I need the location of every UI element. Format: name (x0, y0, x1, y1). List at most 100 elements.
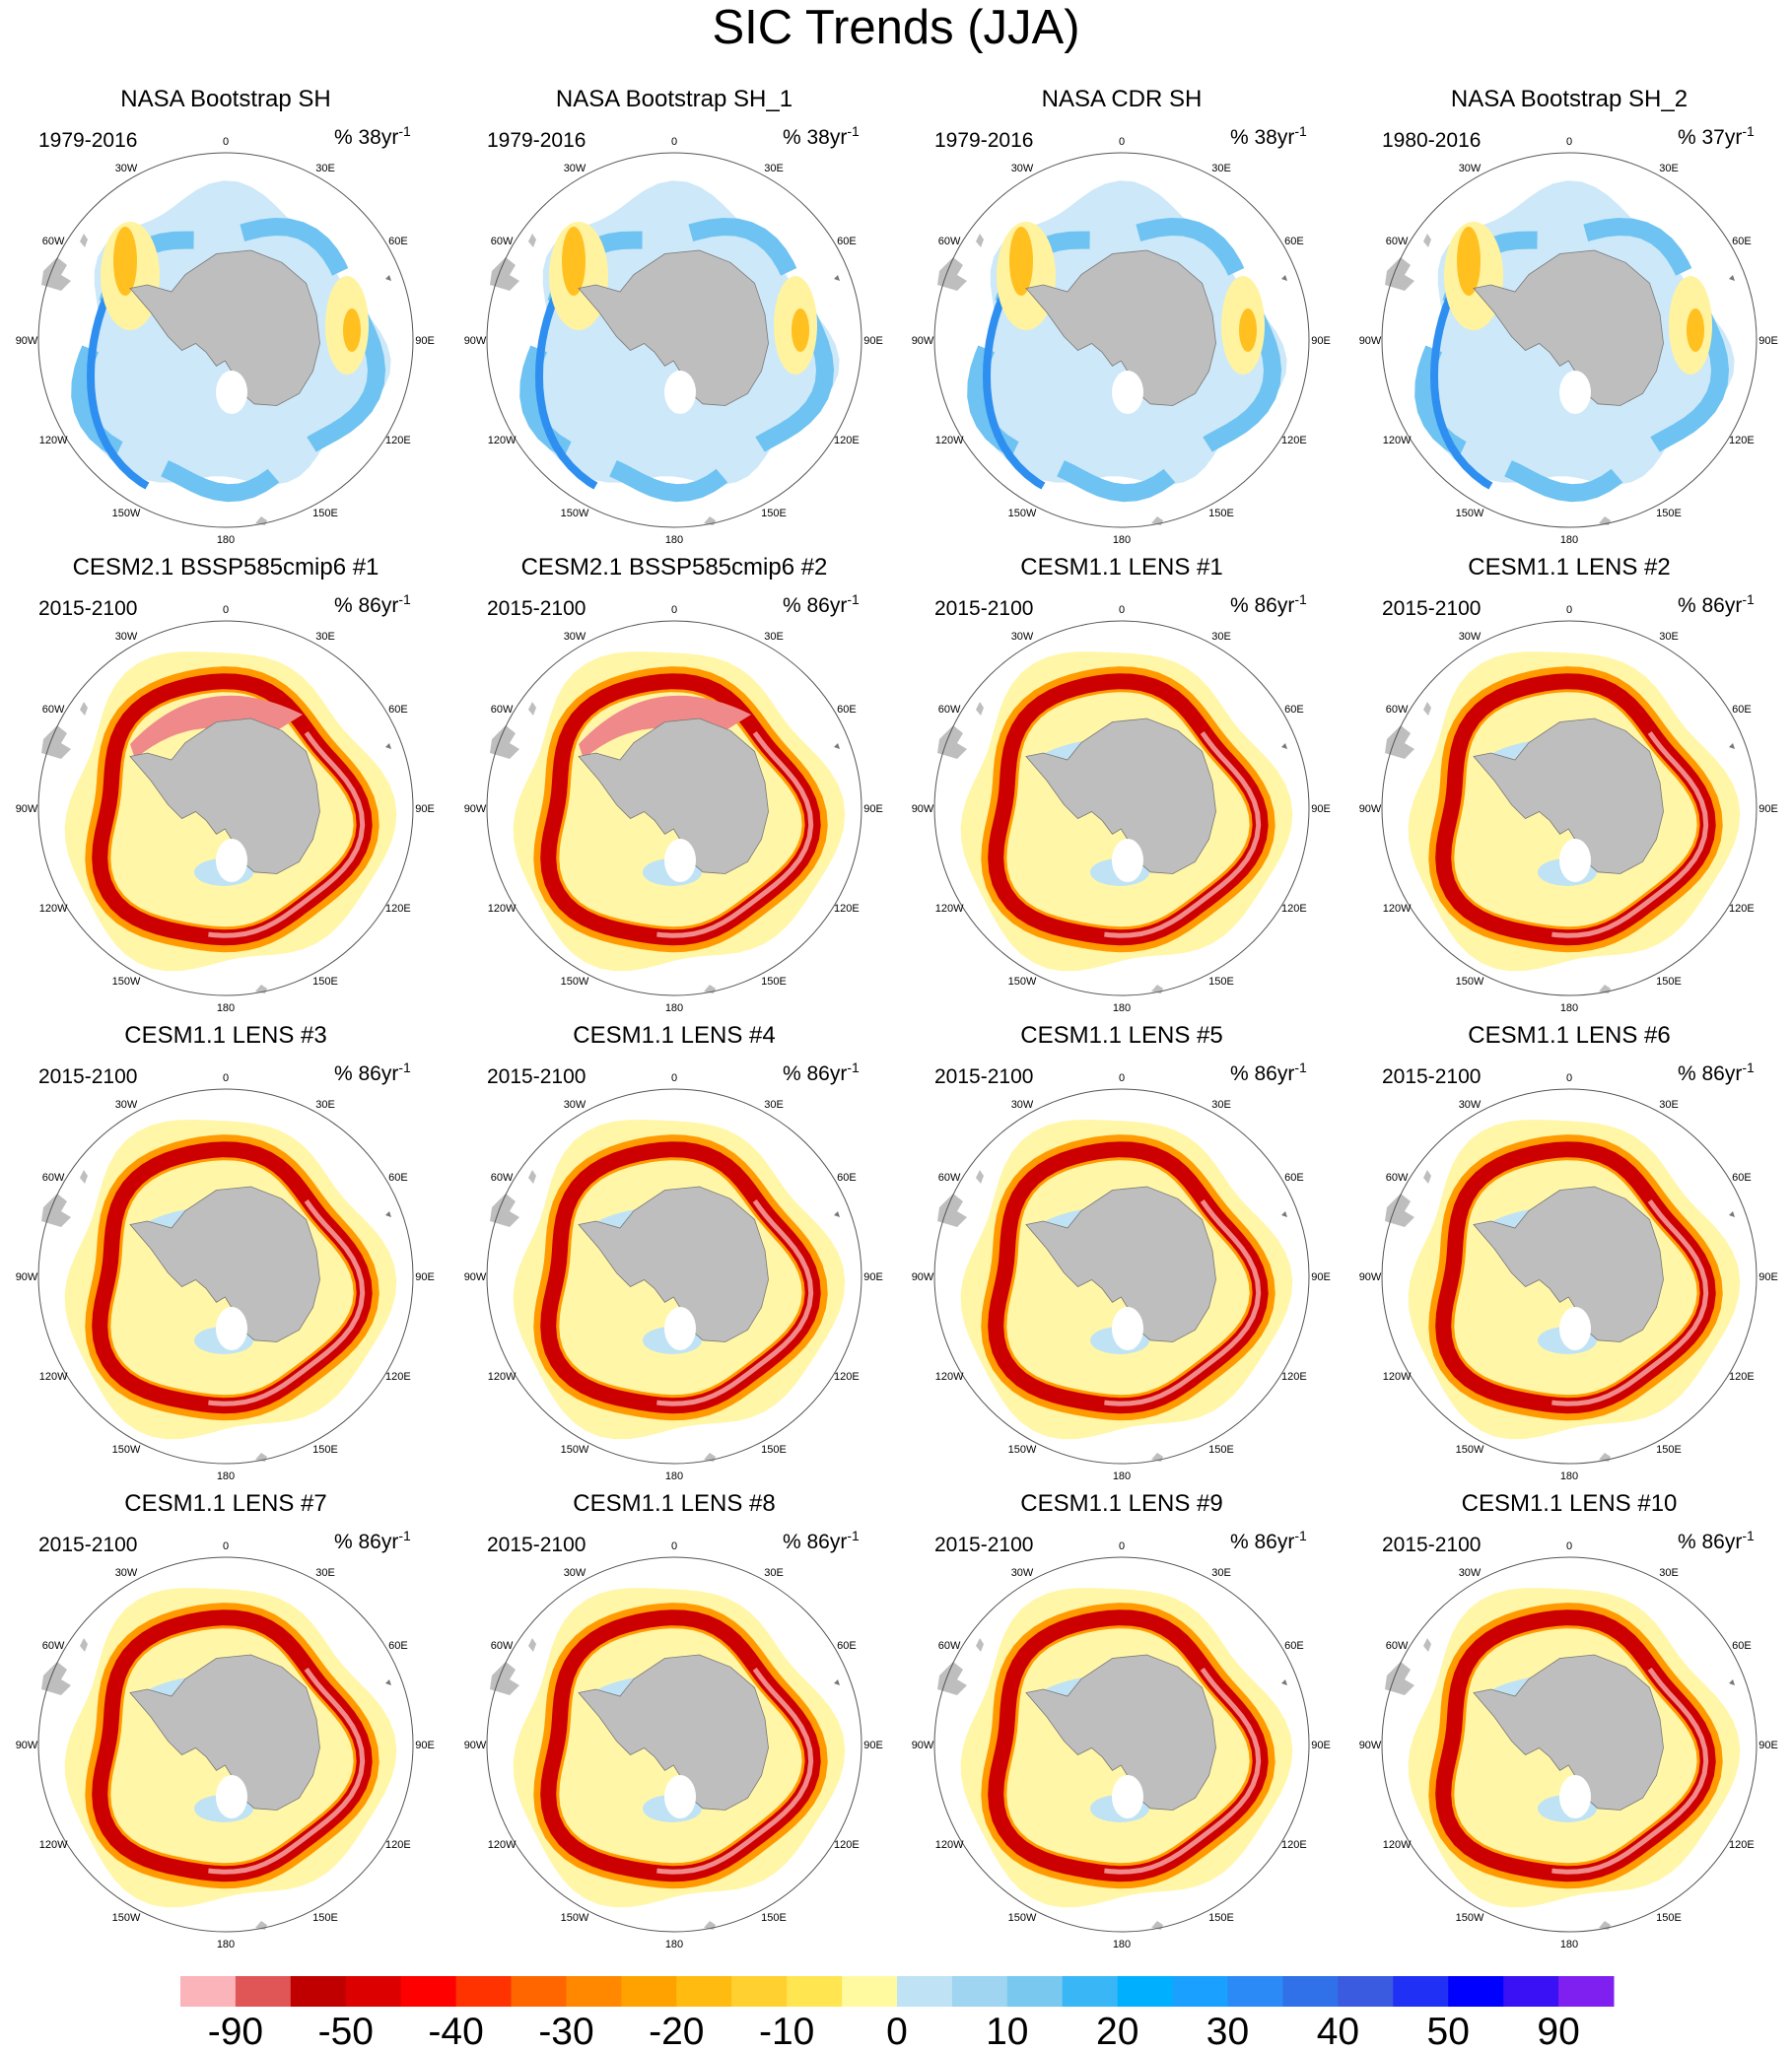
panel-units-text: % 86yr (1230, 1531, 1294, 1553)
ross-ice-shelf (1112, 1307, 1143, 1350)
antarctica-landmass (1473, 718, 1664, 874)
sic-field (64, 1588, 397, 1908)
map-boundary (933, 1088, 1310, 1465)
longitude-label: 30E (315, 631, 335, 643)
longitude-label: 90W (464, 1740, 487, 1751)
longitude-label: 180 (1113, 1471, 1131, 1482)
longitude-label: 30W (115, 1567, 138, 1579)
map-panel: NASA Bootstrap SH 1979-2016 % 38yr-1 0 30E 60… (16, 86, 435, 546)
panel-units-exponent: -1 (398, 123, 411, 139)
south-america-tip (1385, 257, 1414, 291)
longitude-label: 120W (39, 1371, 68, 1383)
longitude-label: 90W (912, 335, 934, 347)
longitude-label: 60E (837, 236, 857, 247)
longitude-label: 30E (1211, 1567, 1231, 1579)
island (1729, 743, 1735, 749)
colorbar-swatch (1172, 1976, 1228, 2007)
longitude-label: 0 (1119, 1072, 1125, 1084)
sic-contour (982, 219, 1268, 506)
longitude-label: 90W (16, 1740, 38, 1751)
map-panel: CESM1.1 LENS #2 2015-2100 % 86yr-1 0 30E 60E 9… (1359, 554, 1778, 1014)
panel-units: % 86yr-1 (1678, 591, 1755, 617)
longitude-label: 120W (1383, 435, 1412, 446)
colorbar-swatch (951, 1976, 1008, 2007)
longitude-label: 30E (764, 1567, 784, 1579)
longitude-label: 60W (42, 236, 65, 247)
longitude-label: 90W (912, 1271, 934, 1283)
longitude-label: 180 (1113, 1002, 1131, 1014)
colorbar-swatch (1006, 1976, 1064, 2007)
south-america-tip (490, 1194, 519, 1227)
panel-units-text: % 86yr (334, 1062, 398, 1085)
longitude-label: 150E (761, 508, 787, 519)
ross-ice-shelf (1559, 1775, 1591, 1818)
longitude-label: 150W (1456, 1912, 1484, 1924)
longitude-label: 30W (1459, 1099, 1482, 1111)
map-boundary (486, 1088, 862, 1465)
colorbar-tick-label: -40 (428, 2011, 483, 2052)
longitude-label: 60W (1386, 1640, 1409, 1652)
panel-title: CESM1.1 LENS #10 (1462, 1490, 1678, 1517)
colorbar-tick-label: -10 (759, 2011, 814, 2052)
ross-ice-shelf (216, 839, 247, 882)
longitude-label: 90W (1359, 803, 1382, 815)
panel-title: CESM1.1 LENS #9 (1020, 1490, 1222, 1517)
sic-contour (995, 680, 1262, 938)
longitude-label: 120W (488, 903, 517, 915)
longitude-label: 150W (561, 1444, 589, 1456)
longitude-label: 180 (1560, 534, 1578, 546)
longitude-label: 120W (39, 903, 68, 915)
island (1281, 275, 1287, 281)
panel-years: 1979-2016 (487, 129, 586, 152)
longitude-label: 150E (312, 976, 338, 988)
colorbar-tick-label: 90 (1537, 2011, 1579, 2052)
longitude-label: 30E (315, 163, 335, 174)
longitude-label: 150W (1456, 976, 1484, 988)
colorbar-swatch (1503, 1976, 1559, 2007)
sic-field (64, 1120, 397, 1440)
colorbar-tick-label: 40 (1317, 2011, 1359, 2052)
colorbar-swatch (1227, 1976, 1283, 2007)
panel-units-exponent: -1 (1742, 1060, 1755, 1075)
ross-ice-shelf (1112, 1775, 1143, 1818)
sic-field (513, 651, 846, 972)
colorbar-swatch (731, 1976, 788, 2007)
panel-years: 2015-2100 (934, 1065, 1033, 1088)
colorbar-swatch (180, 1976, 237, 2007)
longitude-label: 0 (1566, 1072, 1572, 1084)
longitude-label: 120W (935, 1839, 964, 1851)
longitude-label: 30E (315, 1567, 335, 1579)
colorbar-tick-label: -90 (208, 2011, 263, 2052)
longitude-label: 90E (863, 335, 883, 347)
map-panel: CESM1.1 LENS #4 2015-2100 % 86yr-1 0 30E 60E 9… (464, 1022, 883, 1482)
longitude-label: 150E (1208, 1912, 1234, 1924)
ross-ice-shelf (216, 371, 247, 414)
south-america-tip (41, 725, 71, 759)
longitude-label: 120W (488, 1839, 517, 1851)
longitude-label: 0 (1119, 604, 1125, 616)
map-boundary (1381, 620, 1758, 996)
longitude-label: 0 (223, 136, 229, 148)
panel-title: CESM1.1 LENS #8 (573, 1490, 775, 1517)
panel-units-text: % 38yr (783, 126, 847, 149)
island (1729, 1679, 1735, 1685)
island (1281, 1211, 1287, 1217)
panel-units-exponent: -1 (847, 1528, 860, 1543)
sic-field (519, 180, 840, 506)
longitude-label: 180 (217, 534, 235, 546)
longitude-label: 30E (764, 163, 784, 174)
panel-units-exponent: -1 (1294, 123, 1307, 139)
longitude-label: 60E (388, 704, 408, 716)
colorbar-tick-label: 30 (1206, 2011, 1249, 2052)
antarctica-landmass (129, 1186, 320, 1342)
sic-field (513, 1588, 846, 1908)
longitude-label: 30E (1211, 631, 1231, 643)
colorbar-tick-label: 50 (1427, 2011, 1470, 2052)
longitude-label: 90E (1758, 1271, 1778, 1283)
panel-units-text: % 86yr (334, 1531, 398, 1553)
panel-title: NASA Bootstrap SH_1 (556, 86, 793, 112)
ross-ice-shelf (1112, 371, 1143, 414)
longitude-label: 30E (1211, 1099, 1231, 1111)
map-boundary (933, 620, 1310, 996)
island (976, 1638, 984, 1652)
